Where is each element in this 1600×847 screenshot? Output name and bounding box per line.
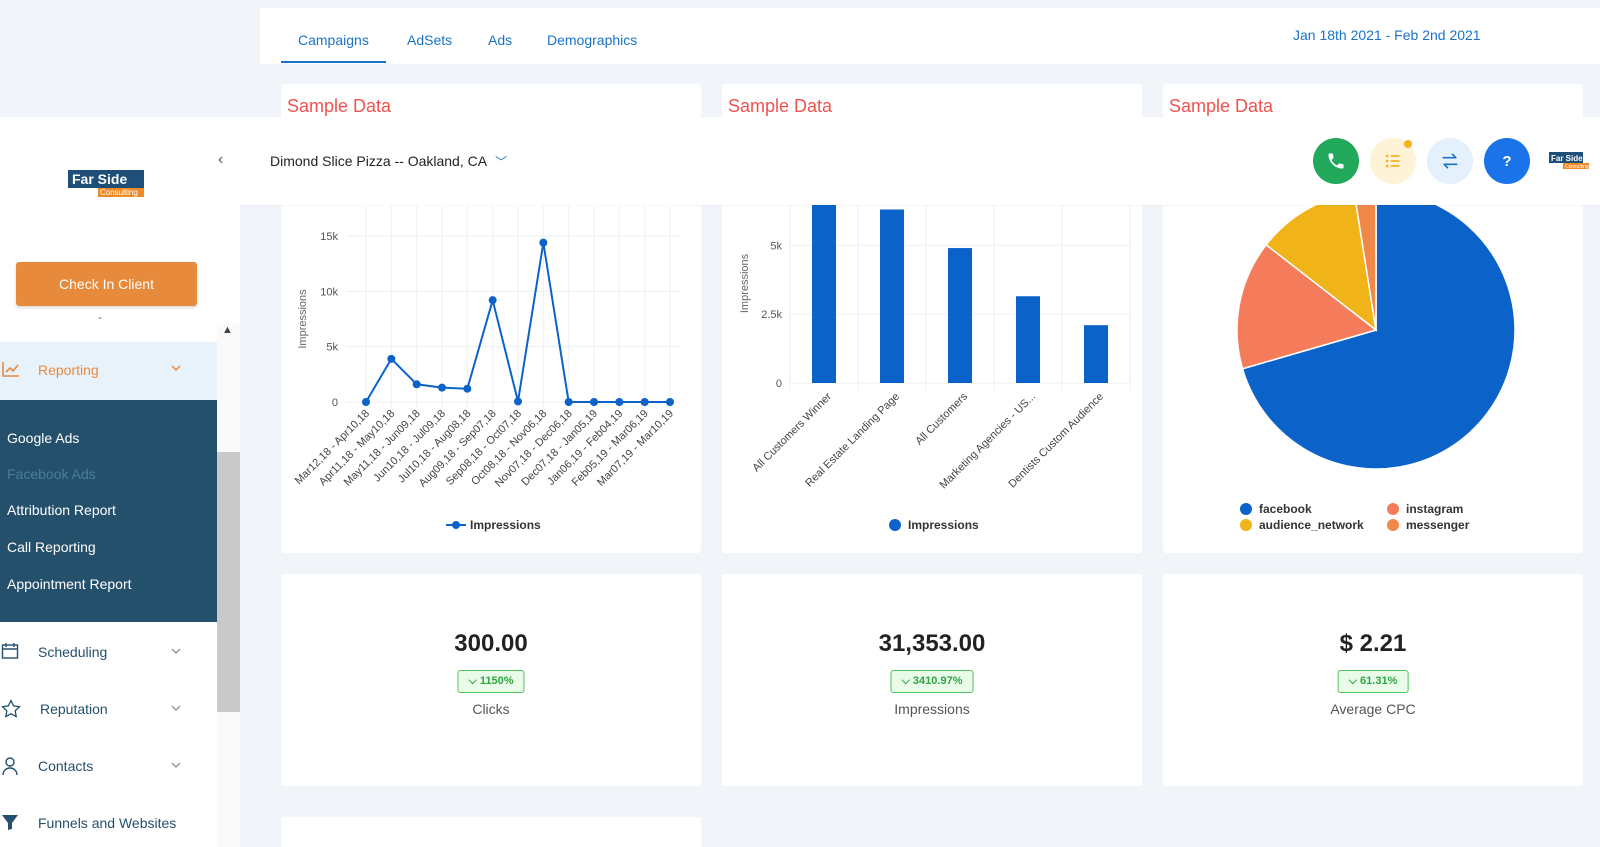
change-badge: ⌵ 61.31%	[1337, 670, 1409, 693]
sidebar-item-reporting[interactable]: Reporting	[0, 342, 217, 400]
sidebar: Far Side Consulting ‹ Check In Client - …	[0, 117, 240, 847]
stat-card-clicks: 300.00 ⌵ 1150% Clicks	[281, 574, 701, 786]
submenu-call-reporting[interactable]: Call Reporting	[7, 539, 96, 555]
help-icon: ?	[1502, 153, 1511, 170]
stat-value: 300.00	[454, 630, 528, 657]
chevron-down-icon: ﹀	[495, 155, 508, 169]
submenu-google-ads[interactable]: Google Ads	[7, 430, 80, 446]
svg-text:?: ?	[1502, 153, 1511, 170]
chevron-down-icon	[171, 365, 181, 372]
reporting-submenu: Google Ads Facebook Ads Attribution Repo…	[0, 400, 217, 622]
chevron-down-icon	[171, 762, 181, 769]
chevron-down-icon	[171, 648, 181, 655]
phone-icon	[1328, 153, 1344, 169]
scroll-up-icon[interactable]: ▲	[222, 324, 233, 336]
stat-label: Clicks	[472, 701, 510, 717]
stat-value: 31,353.00	[878, 630, 986, 657]
company-logo: Far Side Consulting	[68, 170, 144, 197]
switch-button[interactable]	[1427, 138, 1473, 184]
tasks-button[interactable]	[1370, 138, 1416, 184]
next-card	[281, 817, 701, 847]
location-name: Dimond Slice Pizza -- Oakland, CA	[270, 153, 488, 169]
sidebar-item-label: Funnels and Websites	[38, 815, 177, 831]
collapse-sidebar-icon[interactable]: ‹	[218, 151, 224, 168]
submenu-facebook-ads[interactable]: Facebook Ads	[7, 466, 96, 482]
chart-line-icon	[2, 362, 19, 377]
funnel-icon	[2, 815, 18, 830]
trend-down-icon: ⌵	[468, 675, 480, 687]
submenu-attribution-report[interactable]: Attribution Report	[7, 502, 116, 518]
help-button[interactable]: ?	[1484, 138, 1530, 184]
list-icon	[1385, 154, 1400, 168]
star-icon	[1, 699, 21, 718]
sidebar-item-label: Reporting	[38, 362, 99, 378]
sidebar-item-label: Contacts	[38, 758, 94, 774]
report-tabs-panel: Campaigns AdSets Ads Demographics Jan 18…	[260, 8, 1600, 64]
tab-demographics[interactable]: Demographics	[547, 32, 638, 48]
submenu-appointment-report[interactable]: Appointment Report	[7, 576, 132, 592]
svg-text:Consulting: Consulting	[1565, 164, 1589, 170]
date-range-picker[interactable]: Jan 18th 2021 - Feb 2nd 2021	[1293, 27, 1481, 43]
card-title: Sample Data	[728, 96, 833, 116]
swap-icon	[1442, 153, 1458, 169]
stat-value: $ 2.21	[1339, 630, 1407, 657]
svg-text:Far Side: Far Side	[1551, 154, 1583, 163]
person-icon	[2, 757, 18, 776]
change-badge: ⌵ 1150%	[457, 670, 525, 693]
card-title: Sample Data	[1169, 96, 1274, 116]
sidebar-item-funnels[interactable]: Funnels and Websites	[0, 803, 217, 843]
check-in-client-button[interactable]: Check In Client	[16, 262, 197, 306]
stat-card-cpc: $ 2.21 ⌵ 61.31% Average CPC	[1163, 574, 1583, 786]
trend-down-icon: ⌵	[901, 675, 913, 687]
sidebar-item-reputation[interactable]: Reputation	[0, 689, 217, 729]
sidebar-item-label: Scheduling	[38, 644, 108, 660]
sidebar-item-label: Reputation	[40, 701, 108, 717]
tab-adsets[interactable]: AdSets	[407, 32, 453, 48]
notification-dot	[1404, 140, 1412, 148]
stat-label: Impressions	[894, 701, 970, 717]
sidebar-item-contacts[interactable]: Contacts	[0, 746, 217, 786]
sidebar-item-scheduling[interactable]: Scheduling	[0, 632, 217, 672]
header-bar: Dimond Slice Pizza -- Oakland, CA ﹀ ? Far…	[240, 117, 1600, 205]
calendar-icon	[1, 643, 19, 659]
location-selector[interactable]: Dimond Slice Pizza -- Oakland, CA ﹀	[270, 153, 507, 170]
stat-label: Average CPC	[1330, 701, 1416, 717]
change-badge: ⌵ 3410.97%	[890, 670, 974, 693]
tab-campaigns[interactable]: Campaigns	[281, 32, 386, 63]
tab-ads[interactable]: Ads	[488, 32, 513, 48]
phone-button[interactable]	[1313, 138, 1359, 184]
stat-card-impressions: 31,353.00 ⌵ 3410.97% Impressions	[722, 574, 1142, 786]
card-title: Sample Data	[287, 96, 392, 116]
chevron-down-icon	[171, 705, 181, 712]
client-placeholder: -	[98, 310, 102, 324]
trend-down-icon: ⌵	[1348, 675, 1361, 687]
scrollbar-thumb[interactable]	[217, 452, 240, 712]
